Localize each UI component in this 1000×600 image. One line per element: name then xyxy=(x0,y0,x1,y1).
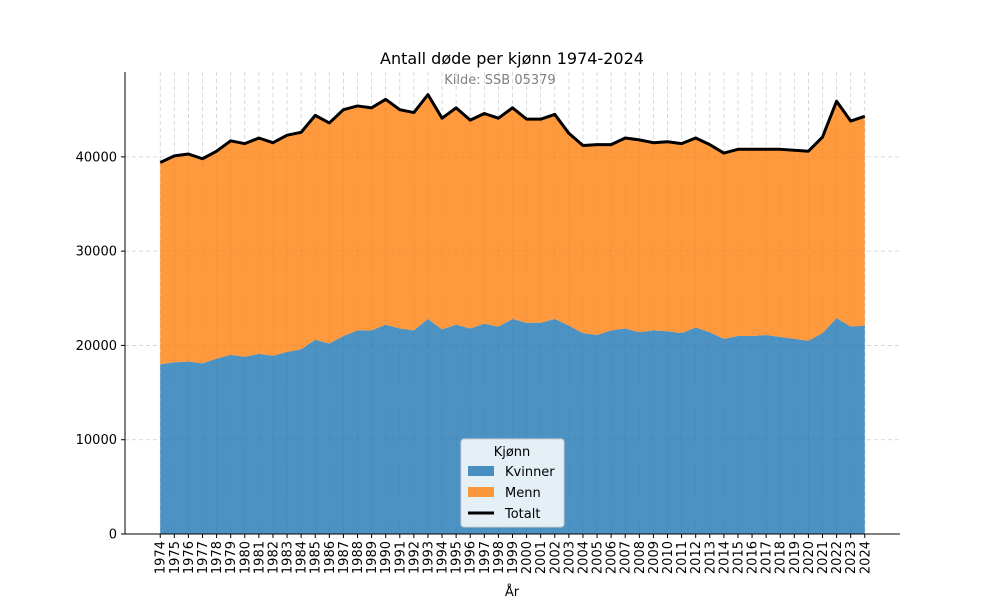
x-tick-label-2011: 2011 xyxy=(675,541,690,574)
x-tick-label-2013: 2013 xyxy=(703,541,718,574)
total-line xyxy=(159,93,866,164)
x-tick-label-2009: 2009 xyxy=(647,541,662,574)
x-tick-label-1992: 1992 xyxy=(407,541,422,574)
x-tick-label-2021: 2021 xyxy=(816,541,831,574)
area-kvinner xyxy=(160,318,865,534)
x-tick-label-1994: 1994 xyxy=(436,541,451,574)
x-axis-label: År xyxy=(505,584,520,600)
y-tick-label-20000: 20000 xyxy=(76,339,117,354)
legend: Kjønn Kvinner Menn Totalt xyxy=(460,438,565,528)
x-tick-label-1976: 1976 xyxy=(182,541,197,574)
x-tick-label-1979: 1979 xyxy=(224,541,239,574)
x-tick-label-1980: 1980 xyxy=(238,541,253,574)
x-tick-label-2018: 2018 xyxy=(774,541,789,574)
x-tick-label-1983: 1983 xyxy=(281,541,296,574)
stacked-areas xyxy=(160,94,865,534)
x-tick-label-2020: 2020 xyxy=(802,541,817,574)
total-line-layer xyxy=(159,93,866,164)
x-tick-label-2000: 2000 xyxy=(520,541,535,574)
x-tick-label-2007: 2007 xyxy=(619,541,634,574)
x-tick-label-2010: 2010 xyxy=(661,541,676,574)
x-tick-label-1974: 1974 xyxy=(154,541,169,574)
area-menn xyxy=(160,94,865,365)
x-tick-label-1999: 1999 xyxy=(506,541,521,574)
legend-label-kvinner: Kvinner xyxy=(505,465,555,480)
x-tick-label-2023: 2023 xyxy=(844,541,859,574)
x-tick-label-1997: 1997 xyxy=(478,541,493,574)
legend-title: Kjønn xyxy=(494,445,531,460)
legend-label-menn: Menn xyxy=(505,486,541,501)
x-tick-label-2004: 2004 xyxy=(576,541,591,574)
x-tick-label-2024: 2024 xyxy=(858,541,873,574)
x-tick-label-1995: 1995 xyxy=(450,541,465,574)
x-tick-label-2019: 2019 xyxy=(788,541,803,574)
x-tick-label-2006: 2006 xyxy=(605,541,620,574)
x-tick-label-2015: 2015 xyxy=(731,541,746,574)
x-tick-label-2003: 2003 xyxy=(562,541,577,574)
x-tick-label-1990: 1990 xyxy=(379,541,394,574)
legend-box xyxy=(460,438,565,528)
x-tick-label-1993: 1993 xyxy=(421,541,436,574)
x-tick-label-1988: 1988 xyxy=(351,541,366,574)
x-tick-label-1978: 1978 xyxy=(210,541,225,574)
x-tick-label-1991: 1991 xyxy=(393,541,408,574)
chart-subtitle: Kilde: SSB 05379 xyxy=(444,73,555,88)
legend-label-totalt: Totalt xyxy=(504,507,540,522)
x-tick-label-1984: 1984 xyxy=(295,541,310,574)
x-tick-label-2001: 2001 xyxy=(534,541,549,574)
x-tick-label-2005: 2005 xyxy=(591,541,606,574)
x-tick-label-1998: 1998 xyxy=(492,541,507,574)
x-tick-label-1989: 1989 xyxy=(365,541,380,574)
x-tick-label-2022: 2022 xyxy=(830,541,845,574)
x-tick-label-1985: 1985 xyxy=(309,541,324,574)
legend-swatch-kvinner xyxy=(468,466,494,476)
x-tick-label-1975: 1975 xyxy=(168,541,183,574)
legend-swatch-menn xyxy=(468,487,494,497)
x-tick-label-2016: 2016 xyxy=(746,541,761,574)
x-tick-label-2002: 2002 xyxy=(548,541,563,574)
x-tick-label-1996: 1996 xyxy=(464,541,479,574)
x-tick-label-1987: 1987 xyxy=(337,541,352,574)
chart-title: Antall døde per kjønn 1974-2024 xyxy=(380,49,644,68)
y-tick-label-10000: 10000 xyxy=(76,433,117,448)
y-tick-label-0: 0 xyxy=(109,528,117,543)
x-tick-label-2012: 2012 xyxy=(689,541,704,574)
x-tick-label-2008: 2008 xyxy=(633,541,648,574)
x-tick-label-1977: 1977 xyxy=(196,541,211,574)
axes xyxy=(121,72,900,538)
x-tick-label-1986: 1986 xyxy=(323,541,338,574)
x-tick-label-1981: 1981 xyxy=(252,541,267,574)
x-tick-label-2014: 2014 xyxy=(717,541,732,574)
x-tick-label-1982: 1982 xyxy=(266,541,281,574)
x-tick-label-2017: 2017 xyxy=(760,541,775,574)
y-tick-label-40000: 40000 xyxy=(76,150,117,165)
y-tick-label-30000: 30000 xyxy=(76,245,117,260)
